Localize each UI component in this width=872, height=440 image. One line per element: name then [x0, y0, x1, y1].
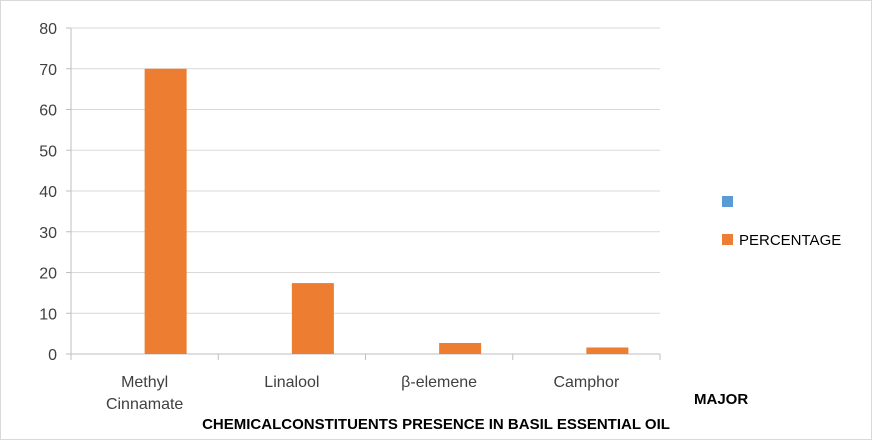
y-tick-label: 10: [39, 306, 57, 323]
y-tick-label: 80: [39, 21, 57, 38]
legend: PERCENTAGE: [722, 196, 841, 249]
axes: 0 10 20 30 40 50 60 70 80: [39, 21, 661, 364]
category-label: Camphor: [553, 374, 619, 391]
category-label: Linalool: [264, 374, 319, 391]
legend-label: PERCENTAGE: [739, 232, 841, 249]
legend-swatch: [722, 196, 733, 207]
legend-swatch: [722, 234, 733, 245]
category-label: β-elemene: [401, 374, 477, 391]
bar-percentage: [586, 347, 629, 354]
y-tick-label: 20: [39, 266, 57, 283]
y-tick-label: 40: [39, 184, 57, 201]
bar-percentage: [439, 342, 482, 354]
category-labels: Methyl Cinnamate Linalool β-elemene Camphor: [106, 374, 620, 413]
y-tick-label: 0: [48, 347, 57, 364]
bar-percentage: [291, 283, 334, 354]
x-axis-title-line1: MAJOR: [694, 391, 748, 408]
bars: [144, 68, 629, 354]
y-tick-label: 50: [39, 143, 57, 160]
category-label: Methyl: [121, 374, 168, 391]
y-tick-label: 60: [39, 103, 57, 120]
x-axis-title-line2: CHEMICALCONSTITUENTS PRESENCE IN BASIL E…: [202, 416, 670, 433]
category-label: Cinnamate: [106, 396, 183, 413]
y-tick-label: 30: [39, 225, 57, 242]
y-tick-label: 70: [39, 62, 57, 79]
bar-percentage: [144, 68, 187, 354]
